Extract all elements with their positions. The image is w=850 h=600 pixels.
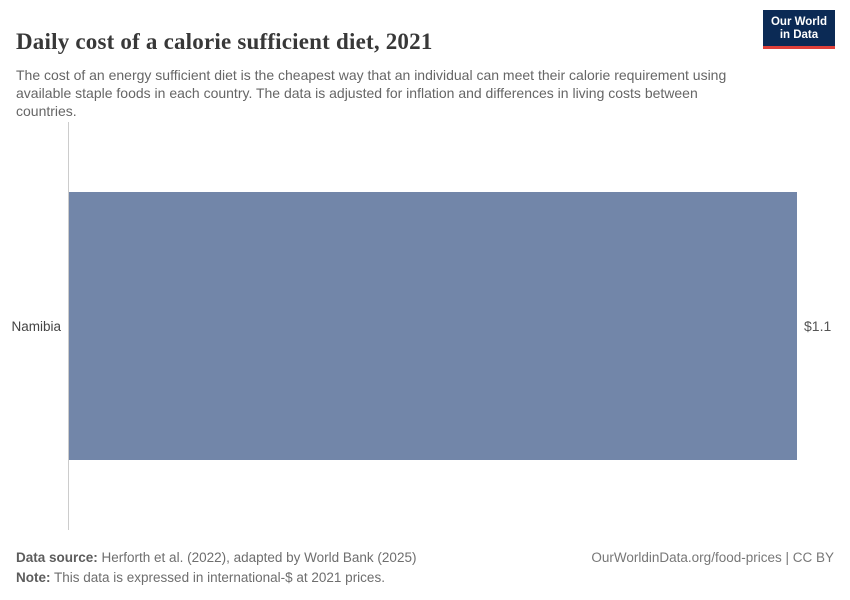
note-text: This data is expressed in international-… [50,570,385,585]
value-label-namibia: $1.1 [804,318,832,334]
note-label: Note: [16,570,51,585]
owid-logo-line2: in Data [779,29,819,41]
footer-data-source: Data source: Herforth et al. (2022), ada… [16,549,416,566]
owid-logo-line1: Our World [770,16,827,28]
data-source-label: Data source: [16,550,98,565]
y-axis-line [68,122,69,530]
footer-note: Note: This data is expressed in internat… [16,569,385,586]
data-source-text: Herforth et al. (2022), adapted by World… [97,550,417,565]
owid-logo[interactable]: Our World in Data [762,10,835,49]
bar-namibia[interactable] [69,192,797,460]
footer-citation-link[interactable]: OurWorldinData.org/food-prices | CC BY [591,550,834,565]
entity-label-namibia: Namibia [11,319,61,334]
chart-title: Daily cost of a calorie sufficient diet,… [16,29,433,55]
chart-subtitle: The cost of an energy sufficient diet is… [16,67,727,119]
